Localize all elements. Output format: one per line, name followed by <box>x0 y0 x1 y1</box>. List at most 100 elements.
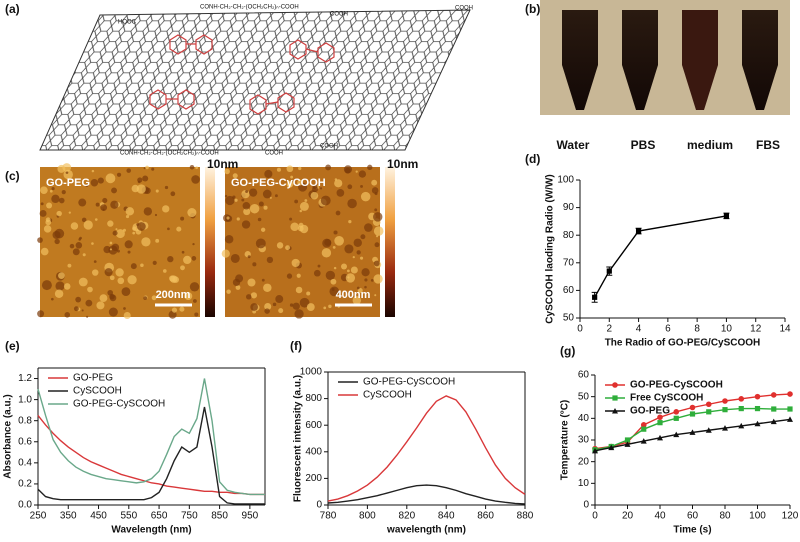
y-tick-label: 1.0 <box>18 394 32 405</box>
afm-grain <box>145 165 149 170</box>
afm-grain <box>297 179 303 186</box>
y-tick-label: 50 <box>578 391 590 402</box>
y-tick-label: 0.6 <box>18 436 32 447</box>
afm-grain <box>100 204 108 211</box>
afm-grain <box>298 222 304 228</box>
colorbar-label: 10nm <box>387 157 418 171</box>
y-tick-label: 20 <box>578 456 590 467</box>
structure-label: COOH <box>320 144 338 150</box>
afm-grain <box>115 228 118 231</box>
afm-grain <box>68 211 71 214</box>
afm-grain <box>304 199 308 202</box>
marker <box>624 441 631 447</box>
y-tick-label: 80 <box>563 230 575 241</box>
afm-grain <box>224 194 228 198</box>
afm-grain <box>289 303 294 307</box>
marker <box>612 408 618 414</box>
afm-grain <box>184 292 193 301</box>
afm-grain <box>81 217 87 223</box>
afm-grain <box>360 184 363 188</box>
afm-grain <box>85 299 93 307</box>
afm-grain <box>247 255 251 259</box>
afm-grain <box>319 187 323 190</box>
afm-grain <box>291 258 300 268</box>
structure-label: HOOC <box>118 20 137 26</box>
x-tick-label: 12 <box>750 324 762 335</box>
afm-grain <box>295 286 303 294</box>
afm-grain <box>330 278 337 285</box>
series-line <box>327 484 526 505</box>
panel-label: (d) <box>525 152 540 166</box>
afm-grain <box>221 249 230 258</box>
y-tick-label: 30 <box>578 435 590 446</box>
y-tick-label: 0 <box>583 500 589 511</box>
afm-grain <box>105 173 116 184</box>
afm-grain <box>61 190 66 195</box>
afm-grain <box>266 256 274 264</box>
afm-grain <box>92 269 99 276</box>
marker <box>771 406 777 412</box>
marker <box>754 420 761 427</box>
afm-grain <box>69 243 75 249</box>
afm-grain <box>154 213 158 217</box>
afm-grain <box>242 201 251 210</box>
marker <box>635 228 642 234</box>
afm-grain <box>99 294 108 303</box>
afm-grain <box>296 273 301 278</box>
afm-grain <box>264 302 272 311</box>
afm-grain <box>162 205 170 213</box>
afm-grain <box>51 194 60 204</box>
afm-grain <box>249 203 260 214</box>
afm-grain <box>299 297 310 308</box>
afm-grain <box>46 202 53 209</box>
dye-molecules <box>149 34 335 115</box>
afm-grain <box>335 210 341 216</box>
legend-label: GO-PEG-CySCOOH <box>73 399 165 410</box>
x-tick-label: 14 <box>779 324 791 335</box>
afm-grain <box>352 256 355 259</box>
afm-grain <box>81 309 84 312</box>
afm-grain <box>132 231 136 235</box>
x-tick-label: 20 <box>622 511 634 522</box>
afm-grain <box>64 312 71 318</box>
afm-grain <box>52 230 61 240</box>
afm-grain <box>83 220 93 230</box>
afm-grain <box>269 196 272 199</box>
afm-grain <box>361 268 370 277</box>
afm-grain <box>111 187 117 194</box>
afm-grain <box>373 226 384 236</box>
afm-grain <box>299 201 309 211</box>
marker <box>612 382 618 388</box>
afm-grain <box>313 269 321 277</box>
y-tick-label: 0.0 <box>18 500 32 511</box>
afm-grain <box>142 175 149 182</box>
marker <box>657 414 663 421</box>
afm-grain <box>117 277 125 285</box>
afm-grain <box>344 244 354 254</box>
afm-grain <box>250 292 258 299</box>
afm-grain <box>137 222 146 231</box>
series-line <box>37 378 265 496</box>
afm-grain <box>350 266 358 274</box>
afm-grain <box>111 243 120 252</box>
afm-grain <box>126 168 132 173</box>
afm-grain <box>374 208 378 212</box>
afm-grain <box>125 207 135 216</box>
afm-grain <box>151 167 155 171</box>
x-axis-label: Wavelength (nm) <box>111 525 191 536</box>
x-tick-label: 750 <box>181 511 198 522</box>
afm-grain <box>323 306 327 310</box>
structure-label: CONH-CH₂-CH₂-(OCH₂CH₂)ₙ-COOH <box>120 151 219 157</box>
afm-grain <box>54 289 64 299</box>
afm-grain <box>140 263 144 268</box>
x-tick-label: 860 <box>477 511 494 522</box>
afm-grain <box>334 235 344 246</box>
afm-grain <box>167 227 170 231</box>
scale-label: 400nm <box>336 289 371 301</box>
afm-grain <box>97 177 104 184</box>
afm-grain <box>123 311 131 320</box>
afm-grain <box>286 165 294 173</box>
afm-grain <box>116 172 122 177</box>
afm-grain <box>109 293 115 300</box>
